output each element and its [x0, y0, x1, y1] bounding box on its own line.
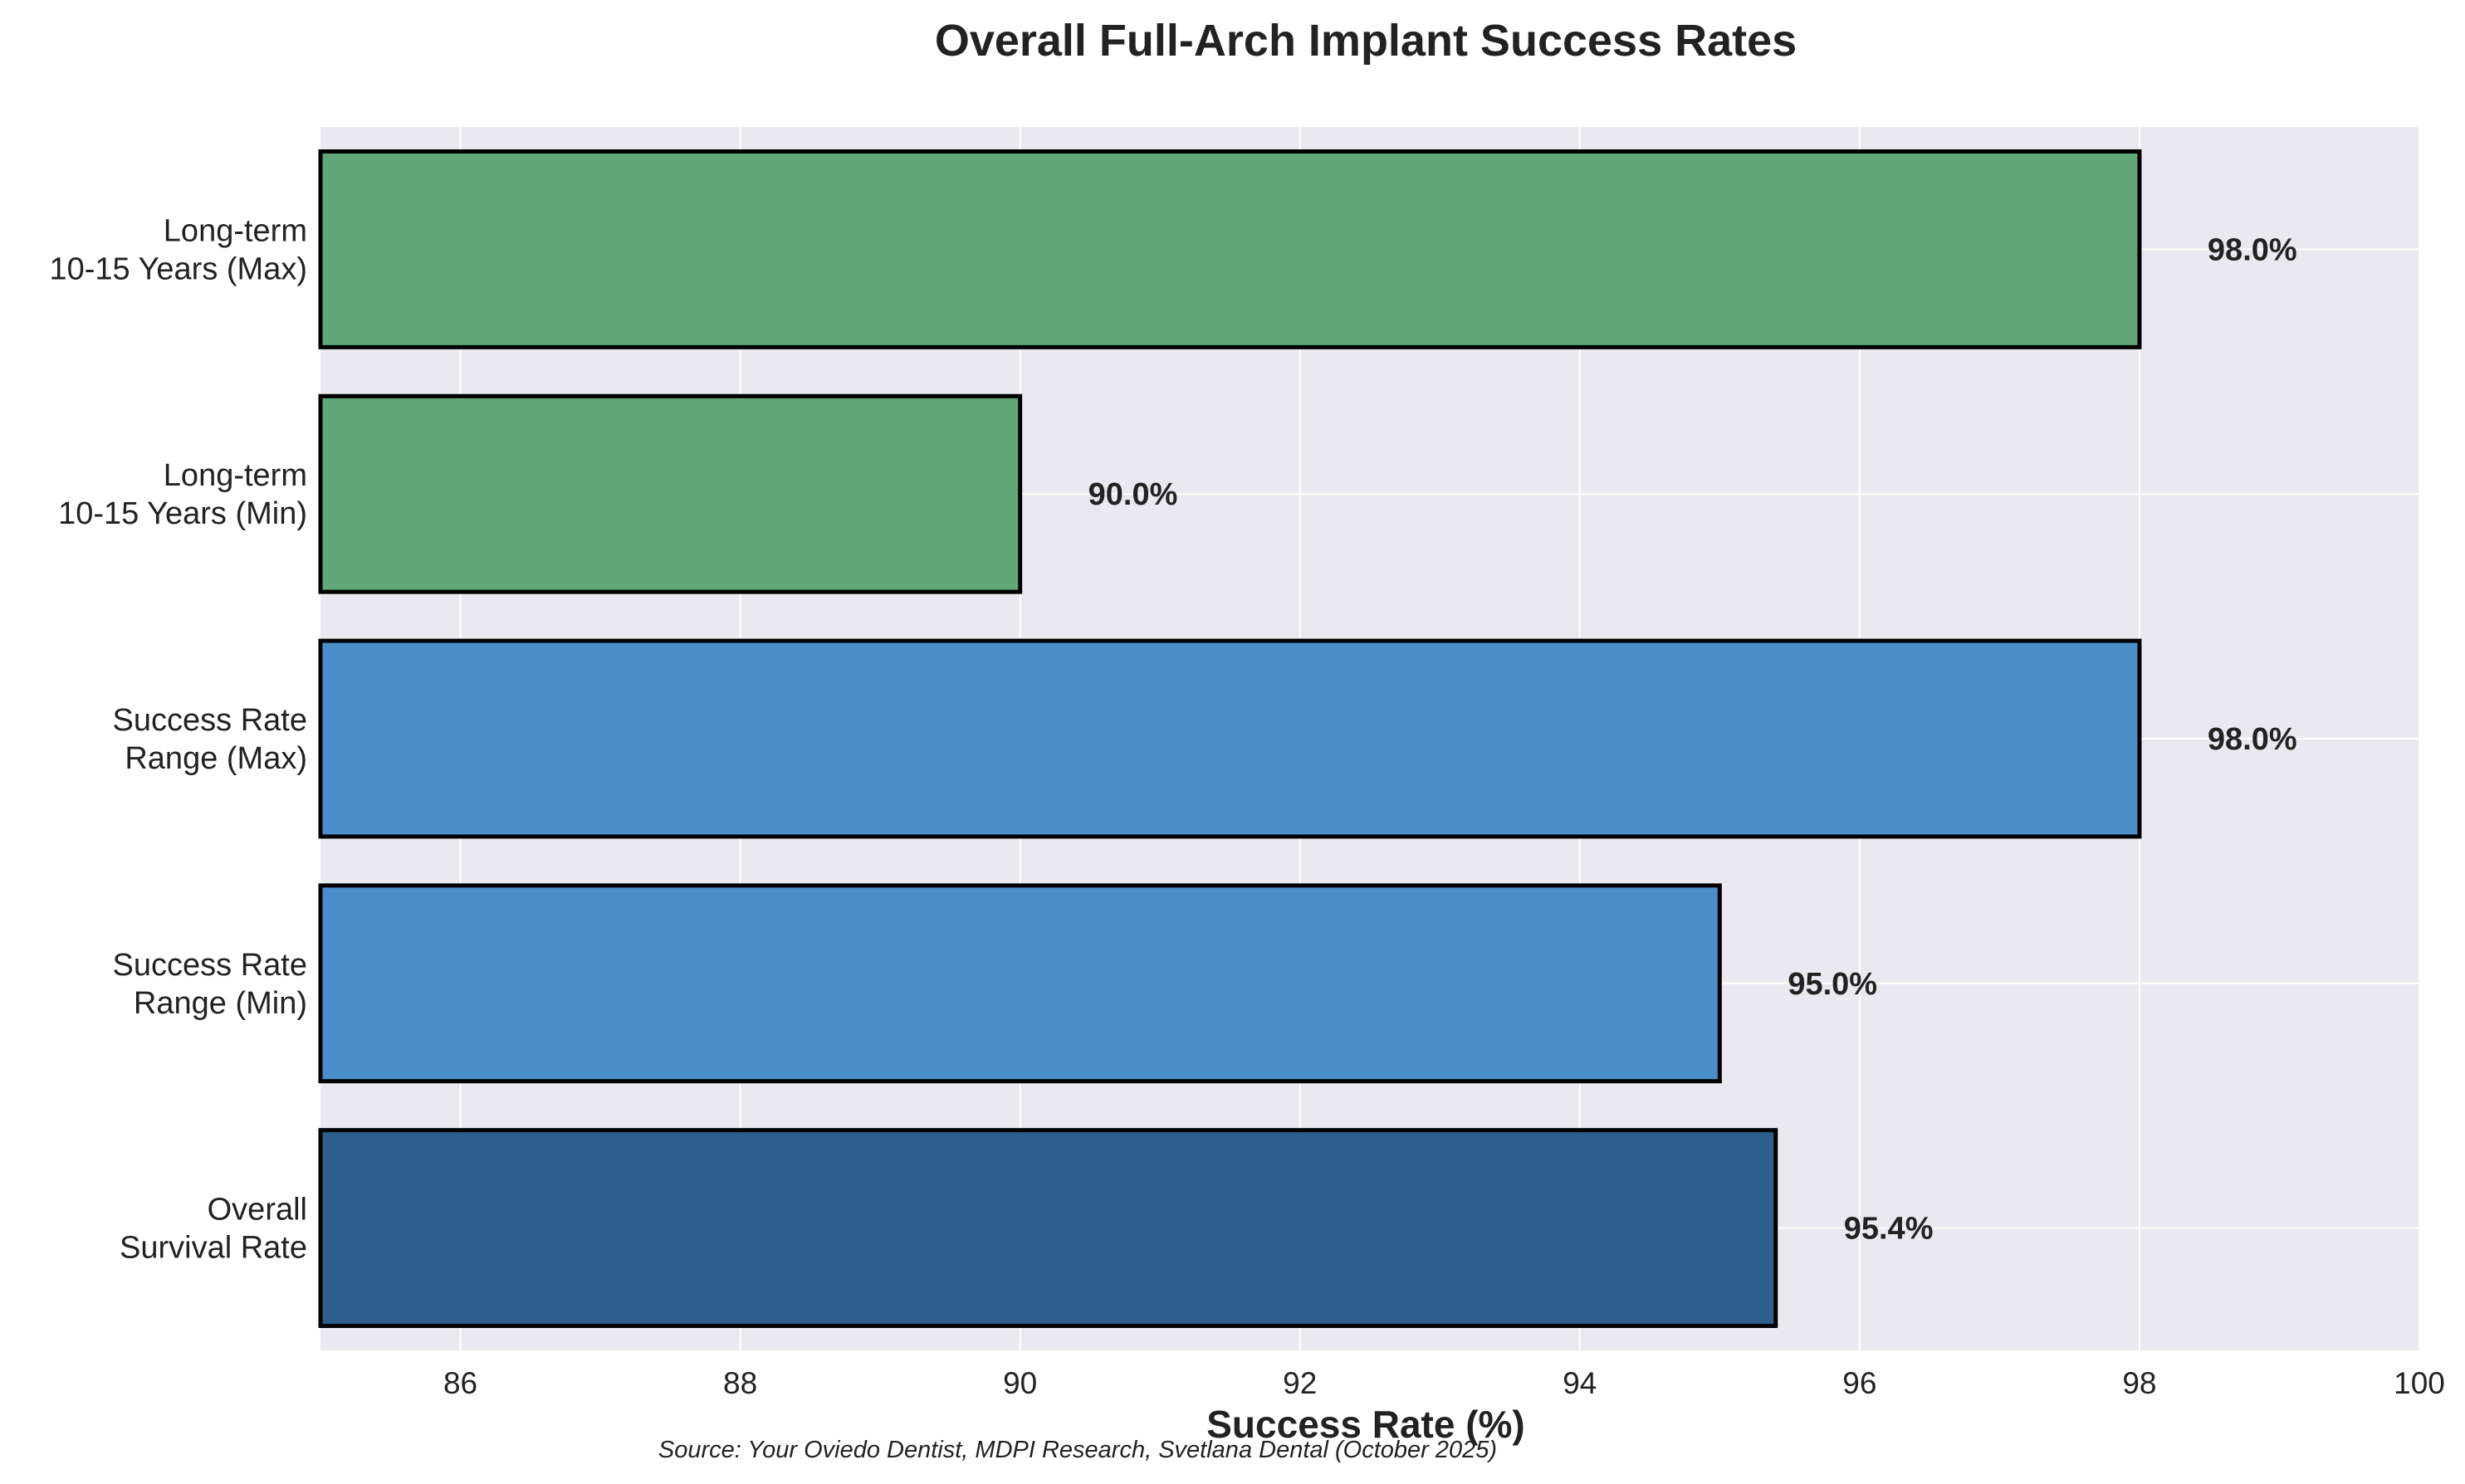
- y-category-label: Success Rate Range (Min): [113, 948, 307, 1021]
- bar: [318, 393, 1023, 594]
- bar: [318, 638, 2142, 839]
- x-tick-label: 86: [443, 1366, 477, 1400]
- x-tick-label: 96: [1842, 1366, 1876, 1400]
- y-category-label: Success Rate Range (Max): [113, 703, 307, 776]
- x-tick-label: 92: [1283, 1366, 1317, 1400]
- bar-value-label: 98.0%: [2208, 232, 2297, 267]
- bar-value-label: 90.0%: [1088, 477, 1178, 512]
- x-tick-label: 100: [2394, 1366, 2445, 1400]
- x-tick-label: 88: [723, 1366, 757, 1400]
- bar: [318, 1128, 1778, 1329]
- bar: [318, 883, 1722, 1084]
- bar: [318, 149, 2142, 349]
- x-axis-ticks: 86 88 90 92 94 96 98 100: [443, 1366, 2445, 1400]
- x-tick-label: 98: [2122, 1366, 2156, 1400]
- y-category-label: Overall Survival Rate: [120, 1193, 307, 1266]
- source-note: Source: Your Oviedo Dentist, MDPI Resear…: [658, 1437, 1497, 1463]
- data-labels: 95.4% 95.0% 98.0% 90.0% 98.0%: [1088, 232, 2297, 1246]
- bar-value-label: 98.0%: [2208, 722, 2297, 757]
- bar-value-label: 95.0%: [1788, 967, 1877, 1002]
- x-tick-label: 90: [1003, 1366, 1037, 1400]
- y-category-label: Long-term 10-15 Years (Max): [50, 213, 308, 286]
- y-category-label: Long-term 10-15 Years (Min): [58, 458, 307, 531]
- bars: [318, 149, 2142, 1329]
- x-axis-title: Success Rate (%): [1206, 1403, 1525, 1446]
- y-axis-categories: Overall Survival Rate Success Rate Range (M…: [50, 213, 308, 1265]
- chart-title: Overall Full-Arch Implant Success Rates: [935, 16, 1797, 66]
- x-tick-label: 94: [1563, 1366, 1597, 1400]
- bar-value-label: 95.4%: [1844, 1212, 1934, 1247]
